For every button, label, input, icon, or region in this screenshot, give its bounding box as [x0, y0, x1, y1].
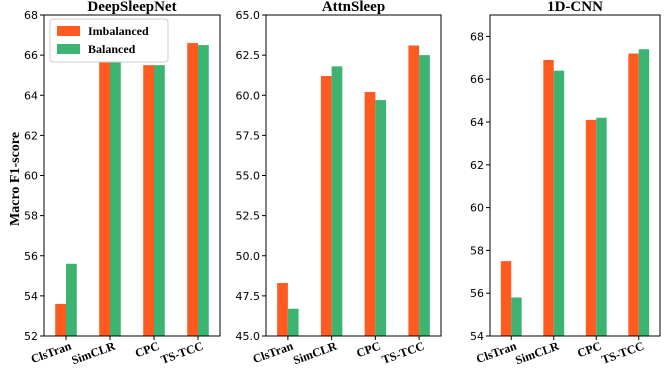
x-tick-label: TS-TCC — [159, 339, 205, 367]
x-tick-label: SimCLR — [513, 339, 561, 368]
y-tick-label: 64 — [470, 116, 484, 129]
y-tick-label: 66 — [470, 73, 484, 86]
x-tick-label: CPC — [575, 339, 603, 361]
y-tick-label: 64 — [24, 89, 38, 102]
y-tick-label: 58 — [470, 244, 484, 257]
y-tick-label: 66 — [24, 49, 38, 62]
bar-imbalanced-cpc — [364, 92, 376, 336]
y-tick-label: 52.5 — [236, 210, 261, 223]
y-tick-label: 68 — [470, 30, 484, 43]
bar-balanced-clstran — [511, 297, 522, 336]
bar-balanced-clstran — [287, 308, 299, 336]
y-tick-label: 60 — [470, 202, 484, 215]
x-tick-label: TS-TCC — [600, 339, 646, 367]
bar-imbalanced-cpc — [143, 65, 154, 336]
y-tick-label: 52 — [24, 330, 38, 343]
bar-imbalanced-simclr — [543, 59, 554, 336]
y-tick-label: 54 — [470, 330, 484, 343]
bar-imbalanced-clstran — [277, 283, 288, 336]
legend: Imbalanced Balanced — [49, 18, 169, 63]
legend-swatch-balanced — [57, 44, 80, 54]
bar-imbalanced-ts-tcc — [187, 43, 198, 337]
y-tick-label: 68 — [24, 9, 38, 22]
plot-frame — [265, 14, 442, 337]
y-tick-label: 55.0 — [236, 170, 261, 183]
bar-balanced-ts-tcc — [638, 49, 650, 337]
bar-balanced-simclr — [110, 61, 121, 337]
plot-frame — [489, 14, 661, 337]
legend-swatch-imbalanced — [57, 26, 80, 36]
y-tick-label: 47.5 — [236, 290, 261, 303]
bar-imbalanced-simclr — [320, 75, 332, 337]
bar-imbalanced-cpc — [585, 119, 597, 336]
bar-imbalanced-ts-tcc — [408, 45, 420, 337]
bar-balanced-clstran — [66, 263, 77, 336]
y-tick-label: 45.0 — [236, 330, 261, 343]
y-tick-label: 50.0 — [236, 250, 261, 263]
x-tick-label: SimCLR — [291, 339, 339, 368]
y-axis-label: Macro F1-score — [8, 132, 23, 226]
y-tick-label: 65.0 — [236, 9, 261, 22]
y-tick-label: 62 — [470, 159, 484, 172]
plot-frame — [43, 14, 221, 337]
chart-title: AttnSleep — [322, 0, 385, 15]
bar-imbalanced-simclr — [99, 57, 110, 336]
legend-label-imbalanced: Imbalanced — [88, 24, 149, 38]
y-tick-label: 58 — [24, 210, 38, 223]
y-tick-label: 60 — [24, 170, 38, 183]
y-tick-label: 56 — [470, 287, 484, 300]
x-tick-label: CPC — [133, 339, 161, 361]
y-tick-label: 60.0 — [236, 89, 261, 102]
bar-balanced-ts-tcc — [198, 45, 209, 336]
bar-balanced-simclr — [553, 70, 565, 336]
x-tick-label: SimCLR — [70, 339, 118, 368]
bar-balanced-cpc — [596, 117, 607, 336]
y-tick-label: 62 — [24, 129, 38, 142]
y-tick-label: 57.5 — [236, 129, 261, 142]
legend-label-balanced: Balanced — [88, 42, 136, 56]
bar-imbalanced-clstran — [55, 303, 66, 336]
bar-imbalanced-clstran — [500, 261, 512, 336]
bar-balanced-simclr — [331, 66, 343, 337]
y-tick-label: 54 — [24, 290, 38, 303]
y-tick-label: 62.5 — [236, 49, 261, 62]
bar-balanced-cpc — [375, 100, 387, 336]
chart-title: 1D-CNN — [547, 0, 603, 15]
x-tick-label: CPC — [354, 339, 382, 361]
bar-balanced-ts-tcc — [419, 55, 430, 336]
bar-imbalanced-ts-tcc — [628, 53, 639, 337]
y-tick-label: 56 — [24, 250, 38, 263]
x-tick-label: TS-TCC — [380, 339, 426, 367]
bar-balanced-cpc — [154, 65, 165, 336]
chart-title: DeepSleepNet — [87, 0, 176, 15]
